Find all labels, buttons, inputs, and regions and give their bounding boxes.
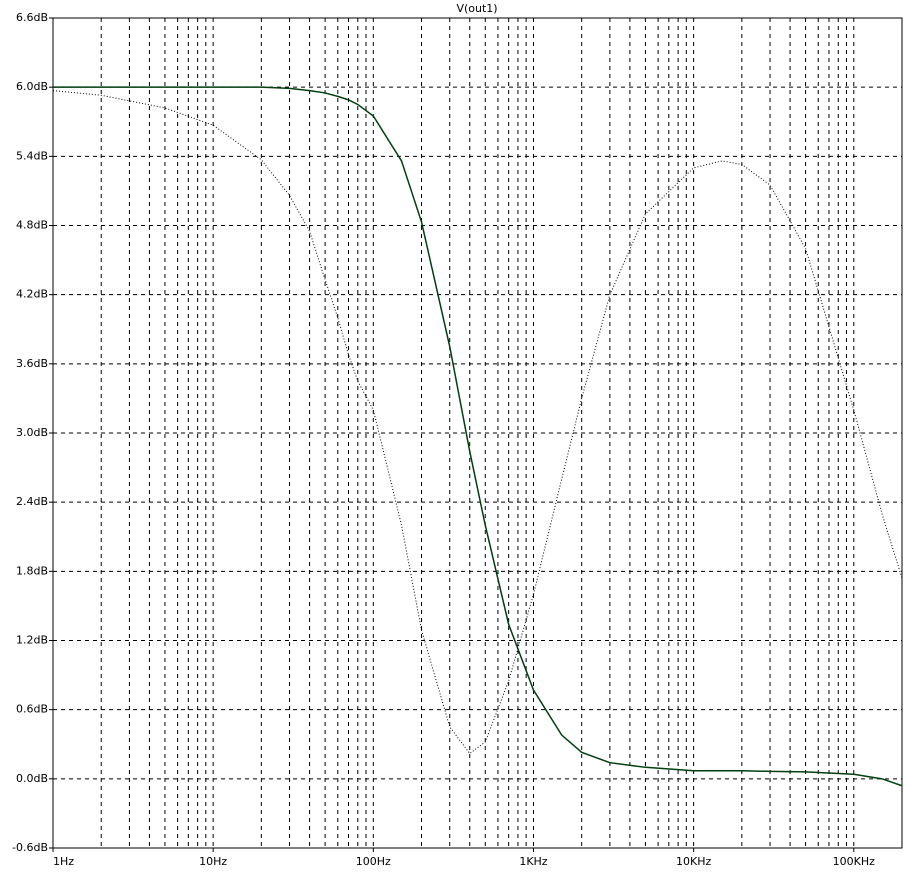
y-tick-label: 1.2dB [16, 634, 48, 647]
y-tick-label: 0.0dB [16, 772, 48, 785]
x-tick-label: 100Hz [356, 855, 391, 868]
y-tick-label: 2.4dB [16, 495, 48, 508]
x-tick-label: 10KHz [676, 855, 711, 868]
y-tick-label: 5.4dB [16, 149, 48, 162]
y-tick-label: 4.2dB [16, 288, 48, 301]
x-tick-label: 1KHz [519, 855, 547, 868]
x-tick-label: 10Hz [199, 855, 227, 868]
y-tick-label: 3.6dB [16, 357, 48, 370]
x-tick-label: 100KHz [833, 855, 875, 868]
y-tick-label: 0.6dB [16, 703, 48, 716]
series-line [52, 90, 903, 755]
series-line [53, 86, 903, 787]
x-tick-label: 1Hz [53, 855, 74, 868]
y-tick-label: 4.8dB [16, 219, 48, 232]
plot-frame [52, 17, 903, 849]
y-tick-label: 6.6dB [16, 11, 48, 24]
y-tick-label: 3.0dB [16, 426, 48, 439]
chart-title: V(out1) [456, 2, 497, 15]
y-tick-label: 1.8dB [16, 564, 48, 577]
y-tick-label: 6.0dB [16, 80, 48, 93]
y-tick-label: -0.6dB [12, 841, 48, 854]
